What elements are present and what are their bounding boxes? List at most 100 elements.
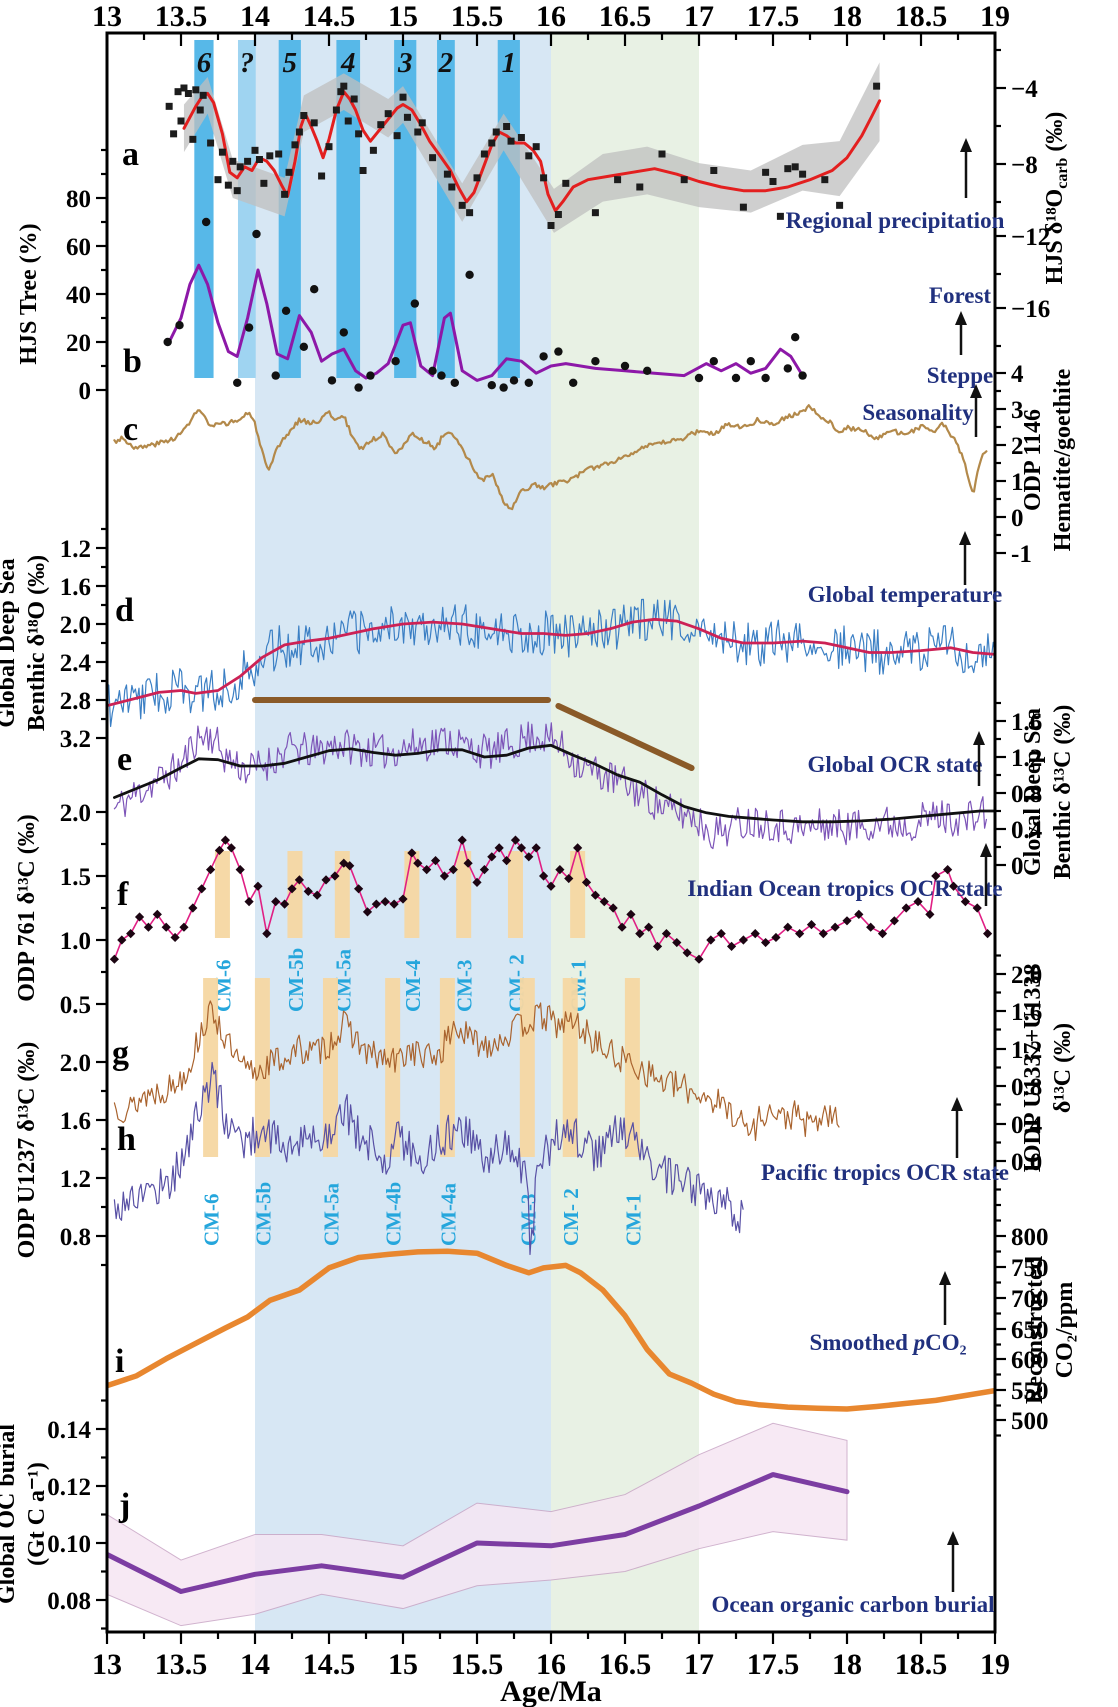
hjs-d18o-samples-point	[507, 137, 515, 145]
axis-reconstructed-co2-tick-750: 750	[1011, 1255, 1049, 1282]
hjs-d18o-samples-point	[448, 183, 456, 191]
cm-gh-band-CM-4b	[385, 978, 401, 1157]
axis-odp761-tick-1.5: 1.5	[60, 864, 91, 891]
odp761-d13c-line-marker	[564, 873, 574, 884]
odp761-d13c-line-marker	[330, 871, 340, 881]
panel-g	[113, 1000, 840, 1142]
hjs-d18o-samples-point	[355, 130, 363, 138]
panel-d	[107, 598, 995, 728]
cm-f-band-CM- 2	[507, 851, 523, 938]
axis-odp-u1237-tick-0.8: 0.8	[60, 1224, 91, 1251]
axis-benthic-d18o-tick-1.6: 1.6	[60, 574, 91, 601]
hjs-d18o-samples-point	[821, 176, 829, 184]
odp761-d13c-line-marker	[463, 858, 473, 868]
axis-odp761-tick-0.5: 0.5	[60, 992, 91, 1019]
axis-hjs-tree: 80 60 40 20 0 HJS Tree (%)	[16, 148, 107, 405]
axis-iodp-u1337-u1338-tick-0.0: 0.0	[1011, 1149, 1042, 1176]
axis-oc-burial-title-line1: Global OC burial	[0, 1424, 20, 1604]
global-ocr-state-label: Global OCR state	[807, 752, 982, 777]
hjs-d18o-samples-point	[799, 170, 807, 178]
oc-burial-line	[107, 1472, 850, 1594]
hjs-d18o-samples-point	[532, 143, 540, 151]
tree-pollen-samples-point	[487, 381, 496, 390]
axis-gloval-benthic-d13c-tick-0: 0	[1011, 853, 1024, 880]
tree-pollen-samples-point	[569, 378, 578, 387]
odp761-d13c-line-marker	[220, 835, 230, 845]
top-tick-label-19: 19	[980, 0, 1010, 33]
pacific-tropics-ocr-arrow	[951, 1097, 963, 1158]
odp761-d13c-line-marker	[694, 954, 704, 964]
indian-ocean-ocr-arrow	[980, 843, 992, 906]
bottom-tick-label-16.5: 16.5	[599, 1648, 652, 1681]
bottom-tick-label-19: 19	[980, 1648, 1010, 1681]
top-tick-label-17: 17	[684, 0, 714, 33]
odp761-d13c-line-marker	[644, 922, 654, 932]
hjs-d18o-samples-point	[196, 106, 204, 114]
hjs-d18o-samples-point	[429, 154, 437, 162]
axis-odp-u1237-title-line1: ODP U1237 δ¹³C (‰)	[14, 1042, 40, 1259]
hjs-d18o-samples-point	[680, 176, 688, 184]
axis-oc-burial-title-line2: (Gt C a⁻¹)	[24, 1462, 50, 1566]
hjs-d18o-samples-point	[300, 112, 308, 119]
top-tick-label-18: 18	[832, 0, 862, 33]
odp761-d13c-line-marker	[354, 884, 364, 894]
axis-hjs-tree-tick-0: 0	[79, 378, 92, 405]
hjs-d18o-samples-point	[480, 150, 488, 158]
panel-letter-f: f	[117, 876, 129, 913]
odp761-d13c-line-marker	[783, 922, 793, 932]
tree-pollen-samples-point	[524, 378, 533, 387]
axis-gloval-benthic-d13c-title-line1: Gloval Deep Sea	[1020, 708, 1046, 876]
odp761-d13c-line-marker	[842, 916, 852, 926]
hjs-d18o-samples-point	[540, 174, 548, 182]
interval-bar-1	[497, 40, 520, 378]
hjs-d18o-samples-point	[403, 113, 411, 121]
axis-oc-burial: 0.14 0.12 0.10 0.08 Global OC burial(Gt C a⁻…	[0, 1399, 107, 1630]
axis-odp-u1237: 2.0 1.6 1.2 0.8 ODP U1237 δ¹³C (‰)	[14, 1042, 107, 1267]
panel-e	[113, 697, 995, 850]
odp761-d13c-line-marker	[943, 865, 953, 875]
hjs-d18o-samples-point	[281, 190, 289, 198]
hjs-d18o-samples-point	[266, 152, 274, 160]
tree-pollen-samples-point	[499, 383, 508, 392]
axis-odp761: 2.0 1.5 1.0 0.5 ODP 761 δ¹³C (‰)	[14, 800, 107, 1019]
axis-benthic-d18o: 1.2 1.6 2.0 2.4 2.8 3.2 Global Deep Sea Benthic…	[0, 527, 107, 753]
hjs-d18o-samples-point	[224, 181, 232, 189]
hjs-d18o-samples-point	[614, 176, 622, 184]
hjs-d18o-samples-point	[180, 84, 188, 92]
odp761-d13c-line-marker	[430, 856, 441, 866]
hjs-d18o-samples-point	[473, 174, 481, 182]
axis-odp761-tick-1.0: 1.0	[60, 928, 91, 955]
odp761-d13c-line-marker	[948, 881, 959, 891]
axis-iodp-u1337-u1338-tick-0.8: 0.8	[1011, 1074, 1042, 1101]
axis-benthic-d18o-tick-2.4: 2.4	[60, 650, 92, 677]
smoothed-pco2-arrow	[939, 1271, 951, 1325]
hjs-d18o-samples-point	[207, 139, 215, 147]
axis-odp1146-tick-0: 0	[1011, 505, 1024, 532]
odp761-d13c-line-marker	[750, 929, 760, 939]
odp761-d13c-line-marker	[362, 907, 373, 917]
odp761-d13c-line-marker	[294, 875, 304, 885]
odp761-d13c-line-marker	[371, 899, 381, 909]
tree-pollen-samples-point	[391, 357, 400, 366]
hjs-d18o-samples-point	[359, 167, 367, 174]
hjs-d18o-samples-point	[192, 86, 200, 94]
panel-h	[113, 1061, 744, 1256]
cm-f-label-CM-5b: CM-5b	[284, 948, 308, 1012]
axis-reconstructed-co2-tick-500: 500	[1011, 1408, 1049, 1435]
hjs-d18o-samples-point	[233, 187, 241, 195]
panel-c	[113, 404, 988, 511]
hjs-d18o-samples-point	[325, 143, 333, 151]
steppe-label: Steppe	[927, 363, 993, 388]
bottom-tick-label-17: 17	[684, 1648, 714, 1681]
interval-blue-bars: 6? 5 4 3 2 1	[194, 40, 520, 378]
interval-bar-label-3: 3	[397, 47, 413, 79]
odp761-d13c-line-marker	[345, 861, 355, 871]
hjs-d18o-samples-point	[214, 176, 222, 184]
top-tick-label-14: 14	[240, 0, 270, 33]
odp761-d13c-line-marker	[303, 886, 313, 896]
odp761-d13c-line-marker	[510, 835, 521, 845]
